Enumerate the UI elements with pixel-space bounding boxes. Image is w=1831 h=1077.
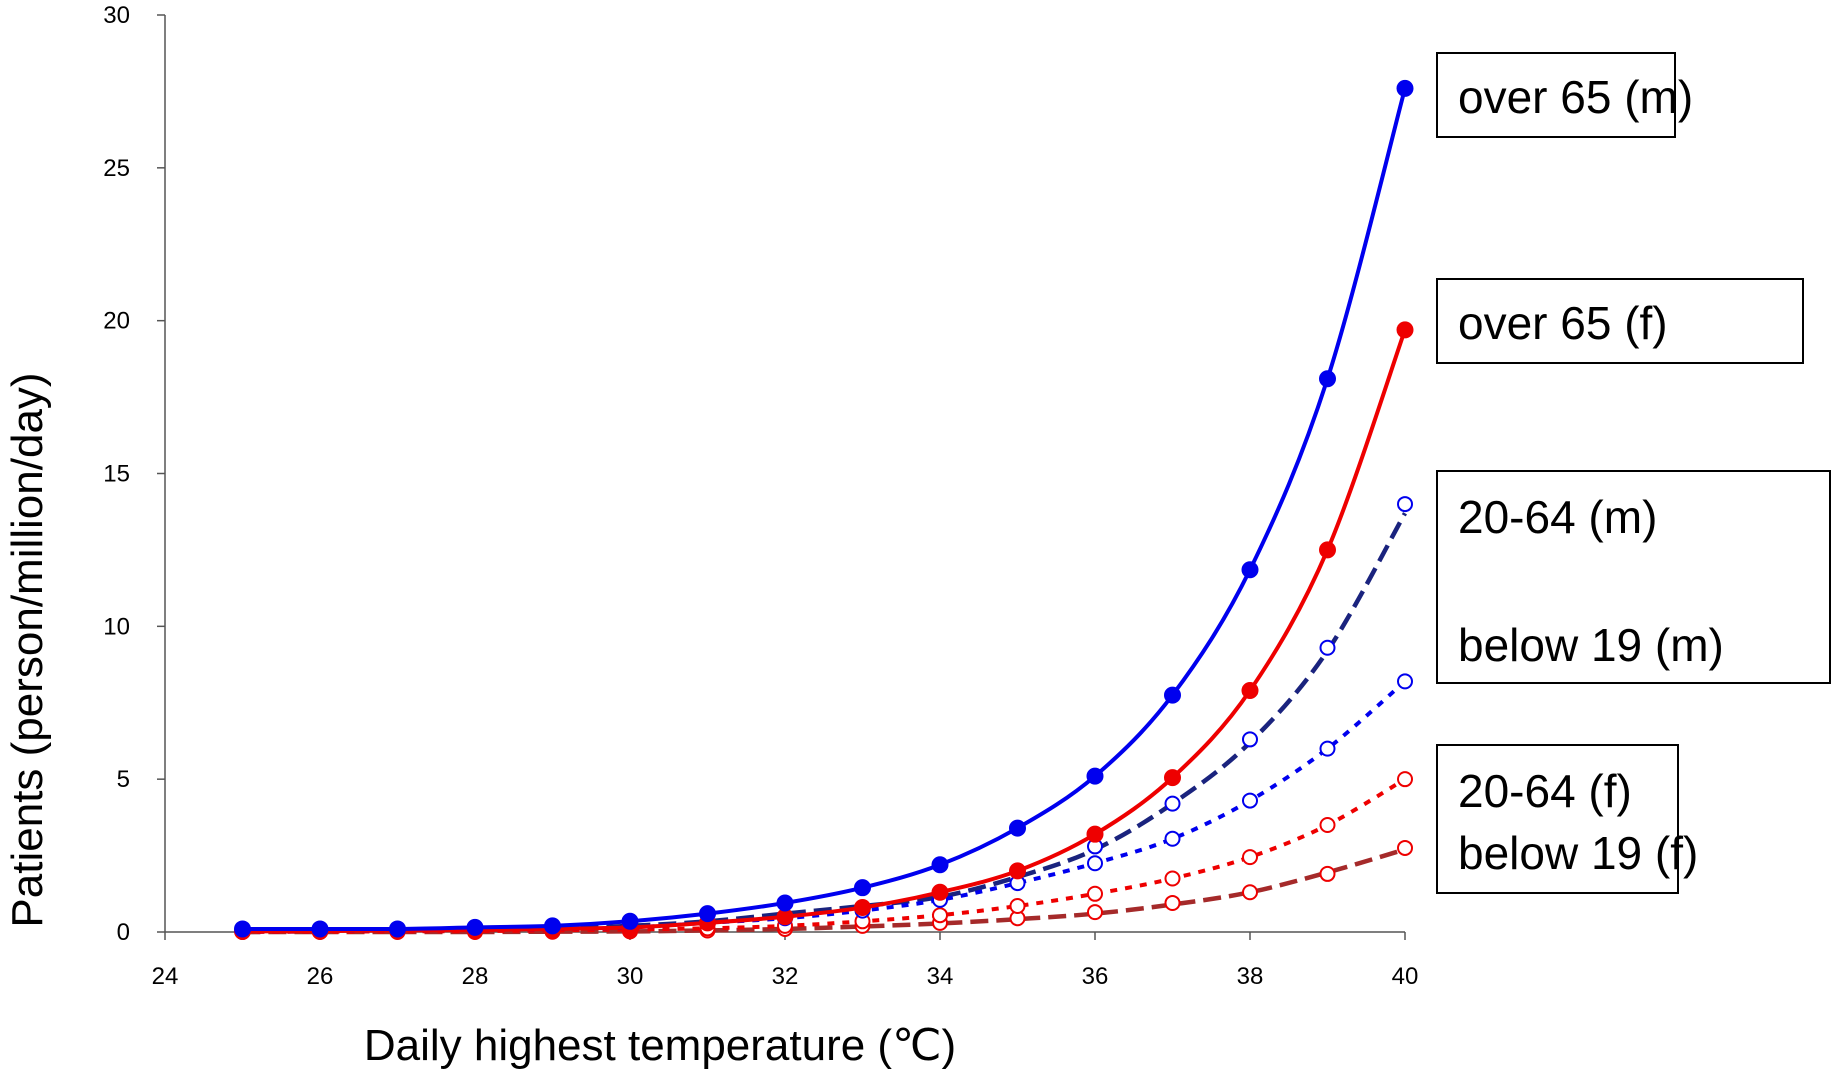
y-tick-label: 25 (103, 155, 130, 182)
x-tick-label: 30 (617, 963, 644, 990)
series-3-point (1319, 639, 1336, 656)
x-tick-label: 32 (772, 963, 799, 990)
series-2 (234, 673, 1413, 940)
x-tick-label: 34 (927, 963, 954, 990)
series-0-point (466, 918, 484, 936)
series-1-point (854, 899, 871, 917)
series-6-point (1242, 884, 1258, 901)
x-tick-label: 40 (1392, 963, 1419, 990)
legend-box-f-young (1436, 744, 1679, 894)
series-1-point (1009, 862, 1026, 880)
series-2-point (1087, 855, 1103, 872)
series-0-point (544, 917, 561, 935)
series-5-point (1009, 898, 1026, 915)
series-2-point (1242, 792, 1258, 809)
legend-label-below19-m: below 19 (m) (1458, 619, 1724, 671)
x-tick-label: 38 (1237, 963, 1264, 990)
series-2-point (1397, 673, 1413, 690)
legend-label-20-64-f: 20-64 (f) (1458, 765, 1632, 817)
series-1 (234, 321, 1414, 940)
series-0-point (931, 856, 949, 874)
legend-box-m-young (1436, 470, 1831, 684)
y-axis-title: Patients (person/million/day) (3, 372, 52, 927)
series-5-point (1164, 870, 1181, 887)
series-6-point (1087, 904, 1103, 921)
series-3 (1087, 496, 1413, 855)
series-3-point (1242, 731, 1258, 748)
x-tick-label: 36 (1082, 963, 1109, 990)
axes: 0 5 10 15 20 25 30 24 26 28 30 32 34 36 38 40 (103, 2, 1418, 990)
series-0-point (234, 920, 251, 938)
series-0-point (1241, 561, 1259, 579)
y-tick-label: 30 (103, 2, 130, 29)
series-1-point (1241, 682, 1259, 700)
series-0-point (1086, 767, 1104, 785)
series-1-point (931, 883, 949, 901)
series-6-point (1164, 894, 1181, 911)
series-4-line (242, 512, 1407, 935)
series-layer (234, 79, 1414, 940)
series-1-point (1319, 541, 1336, 559)
legend-box-over65-m (1436, 52, 1676, 138)
x-tick-label: 26 (307, 963, 334, 990)
x-tick-label: 24 (152, 963, 179, 990)
series-5-point (1087, 885, 1103, 902)
series-3-point (1164, 795, 1181, 812)
series-0-point (311, 920, 329, 938)
series-3-point (1397, 496, 1413, 513)
series-4 (242, 512, 1407, 935)
series-0-point (1009, 819, 1026, 837)
y-tick-label: 15 (103, 461, 130, 488)
series-0-point (389, 920, 406, 938)
legend-label-below19-f: below 19 (f) (1458, 827, 1699, 879)
series-0-point (1164, 686, 1181, 704)
legend-label-over65-m: over 65 (m) (1458, 71, 1694, 123)
series-5-point (1319, 817, 1336, 834)
series-1-line (242, 329, 1407, 934)
series-0-line (242, 87, 1407, 932)
series-0-point (621, 912, 639, 930)
y-tick-label: 5 (117, 766, 130, 793)
legend-box-over65-f (1436, 278, 1804, 364)
y-tick-label: 20 (103, 308, 130, 335)
series-5-point (932, 907, 948, 924)
y-tick-label: 0 (117, 919, 130, 946)
series-6-point (1319, 865, 1336, 882)
x-tick-label: 28 (462, 963, 489, 990)
series-0-point (1319, 370, 1336, 388)
series-0-point (699, 905, 716, 923)
series-0-point (854, 879, 871, 897)
y-tick-label: 10 (103, 613, 130, 640)
x-axis-title: Daily highest temperature (℃) (364, 1021, 956, 1070)
legend-label-20-64-m: 20-64 (m) (1458, 491, 1658, 543)
series-6 (234, 839, 1413, 940)
series-1-point (1086, 825, 1104, 843)
series-0-point (1396, 79, 1414, 97)
legend-label-over65-f: over 65 (f) (1458, 297, 1668, 349)
series-2-point (1164, 830, 1181, 847)
series-1-point (1396, 321, 1414, 339)
series-0 (234, 79, 1414, 938)
series-5-point (1242, 849, 1258, 866)
series-6-point (1397, 839, 1413, 856)
series-1-point (1164, 769, 1181, 787)
series-5-point (1397, 771, 1413, 788)
series-2-point (1319, 740, 1336, 757)
series-0-point (776, 894, 794, 912)
